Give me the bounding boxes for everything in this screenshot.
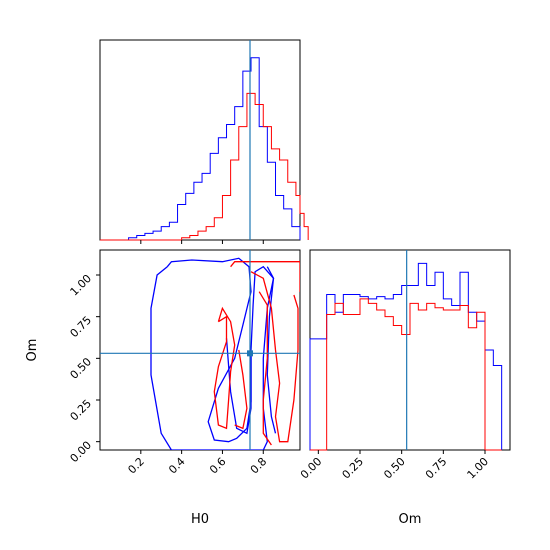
histogram-h0-series-blue (128, 57, 301, 240)
contour-red-5 (250, 271, 299, 443)
contour-blue-0 (150, 257, 275, 450)
histogram-om-x-tick-label: 0.25 (340, 455, 367, 482)
contour-red-4 (230, 261, 300, 292)
histogram-h0-series-red (100, 92, 309, 241)
contour-red-6 (258, 291, 272, 446)
om-x-axis-label: Om (399, 512, 422, 527)
contour-y-tick-label: 0.75 (68, 314, 95, 341)
histogram-om-x-tick-label: 0.75 (423, 455, 450, 482)
histogram-om-x-tick-label: 1.00 (465, 455, 492, 482)
contour-x-tick-label: 0.2 (125, 455, 147, 477)
h0-x-axis-label: H0 (191, 512, 209, 527)
histogram-om-x-tick-label: 0.50 (381, 455, 408, 482)
contour-red-3 (213, 306, 236, 430)
contour-red-7 (234, 349, 248, 430)
histogram-h0-frame (99, 39, 301, 241)
contour-blue-2 (266, 266, 277, 434)
contour-x-tick-label: 0.4 (166, 455, 188, 477)
contour-x-tick-label: 0.8 (248, 455, 270, 477)
contour-y-tick-label: 0.00 (68, 439, 95, 466)
contour-y-tick-label: 0.25 (68, 397, 95, 424)
contour-y-tick-label: 1.00 (68, 272, 95, 299)
contour-y-tick-label: 0.50 (68, 355, 95, 382)
histogram-om-series-red (310, 298, 502, 451)
contour-x-tick-label: 0.6 (207, 455, 229, 477)
histogram-h0-panel (99, 39, 309, 244)
histogram-om-panel: 0.00 0.25 0.50 0.75 1.00 Om (298, 249, 511, 527)
histogram-om-frame (309, 249, 511, 451)
histogram-om-x-tick-label: 0.00 (298, 455, 325, 482)
truth-marker (247, 350, 253, 357)
contour-frame (99, 249, 301, 451)
contour-lines (150, 257, 300, 450)
contour-h0-om-panel: 0.2 0.4 0.6 0.8 0.00 0.25 0.50 0.75 1.00 H0 Om (25, 249, 301, 527)
om-y-axis-label: Om (25, 339, 40, 362)
histogram-om-series-blue (309, 262, 503, 450)
